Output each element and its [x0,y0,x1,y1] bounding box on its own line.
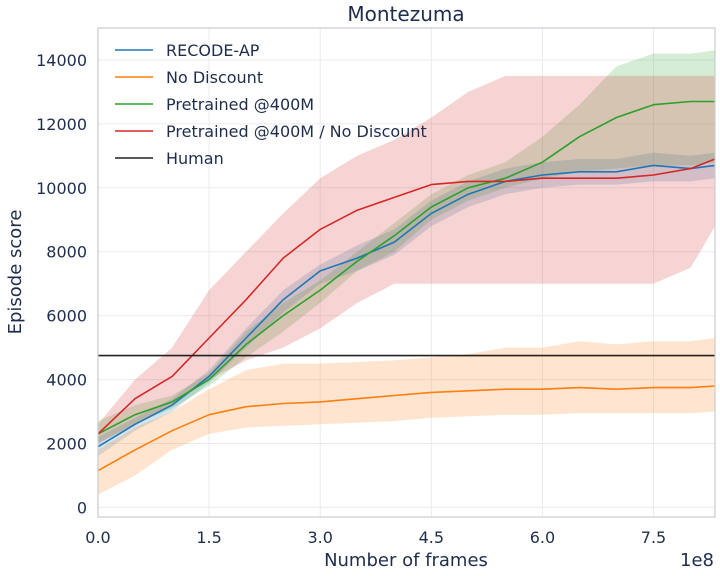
y-tick-label: 12000 [36,115,87,134]
x-axis-title: Number of frames [324,550,488,571]
pretrained-400m-no-discount-line [97,158,716,435]
y-tick-label: 6000 [46,307,87,326]
y-tick-labels: 0 2000 4000 6000 8000 10000 12000 14000 [36,51,87,517]
series-lines [97,100,716,472]
plot-frame [97,27,716,518]
chart-title: Montezuma [347,2,464,26]
legend: RECODE-AP No Discount Pretrained @400M Pret… [115,41,427,168]
x-tick-label: 1.5 [196,528,221,547]
legend-label-recode-ap: RECODE-AP [166,41,260,60]
y-axis-title: Episode score [5,210,26,335]
y-tick-label: 4000 [46,371,87,390]
x-tick-label: 6.0 [530,528,555,547]
pretrained-400m-no-discount-band [98,75,715,444]
x-tick-label: 3.0 [307,528,332,547]
y-tick-label: 0 [77,498,87,517]
y-tick-label: 8000 [46,243,87,262]
no-discount-line [97,385,716,472]
y-tick-label: 2000 [46,434,87,453]
x-tick-label: 0.0 [85,528,110,547]
legend-label-pretrained-400m-no-discount: Pretrained @400M / No Discount [166,122,427,141]
legend-label-no-discount: No Discount [166,68,263,87]
y-tick-label: 14000 [36,51,87,70]
grid [97,28,715,517]
plot-background [98,28,715,517]
legend-label-human: Human [166,149,224,168]
x-tick-label: 4.5 [419,528,444,547]
legend-label-pretrained-400m: Pretrained @400M [166,95,314,114]
pretrained-400m-line [97,100,715,435]
x-tick-label: 7.5 [641,528,666,547]
recode-ap-line [97,164,716,448]
y-tick-label: 10000 [36,179,87,198]
x-offset-label: 1e8 [680,550,714,571]
no-discount-band [98,338,715,495]
x-tick-labels: 0.0 1.5 3.0 4.5 6.0 7.5 [85,528,666,547]
